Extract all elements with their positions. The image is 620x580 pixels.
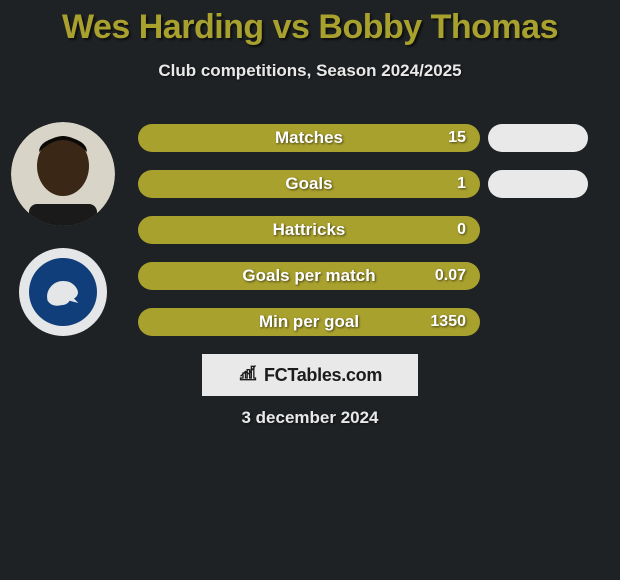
attribution-text: FCTables.com (264, 365, 382, 386)
stat-label: Goals (138, 174, 480, 194)
stat-row: Min per goal 1350 (138, 308, 480, 336)
club-badge-inner (29, 258, 97, 326)
left-player-column (8, 122, 118, 336)
stat-row: Hattricks 0 (138, 216, 480, 244)
stat-label: Matches (138, 128, 480, 148)
stat-label: Min per goal (138, 312, 480, 332)
right-bubble (488, 170, 588, 198)
lion-icon (41, 270, 85, 314)
right-bubble (488, 124, 588, 152)
stat-row: Goals 1 (138, 170, 480, 198)
date-text: 3 december 2024 (0, 408, 620, 428)
stat-row: Matches 15 (138, 124, 480, 152)
avatar-placeholder-icon (11, 122, 115, 226)
stat-value: 0.07 (435, 267, 466, 285)
page-title: Wes Harding vs Bobby Thomas (0, 0, 620, 47)
stat-label: Hattricks (138, 220, 480, 240)
stat-value: 15 (448, 129, 466, 147)
player-avatar (11, 122, 115, 226)
stat-value: 1 (457, 175, 466, 193)
subtitle: Club competitions, Season 2024/2025 (0, 61, 620, 81)
stat-label: Goals per match (138, 266, 480, 286)
stat-value: 1350 (430, 313, 466, 331)
right-player-bubbles (488, 124, 600, 354)
stat-row: Goals per match 0.07 (138, 262, 480, 290)
club-badge (19, 248, 107, 336)
chart-icon (238, 363, 258, 388)
stats-bars: Matches 15 Goals 1 Hattricks 0 Goals per… (138, 124, 480, 354)
stat-value: 0 (457, 221, 466, 239)
attribution-badge: FCTables.com (202, 354, 418, 396)
